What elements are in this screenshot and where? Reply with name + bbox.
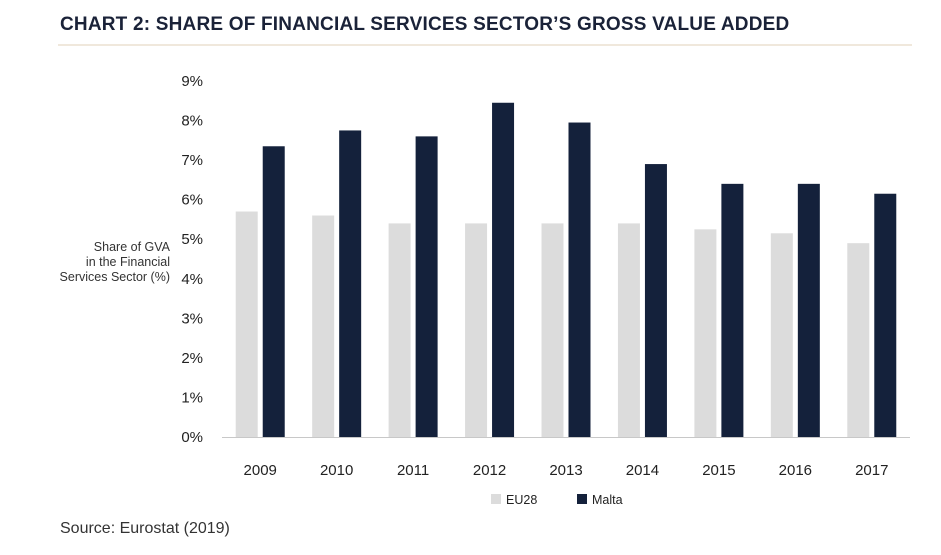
y-tick-label: 5% [181,231,203,248]
bar-eu28-2017 [847,243,870,437]
bar-eu28-2010 [312,215,335,437]
x-tick-label: 2010 [320,462,353,479]
bar-malta-2013 [568,122,591,438]
bar-eu28-2013 [541,223,564,437]
y-axis-label-line: in the Financial [85,255,170,269]
y-axis-label: Share of GVA in the Financial Services S… [50,240,170,285]
x-tick-label: 2014 [626,462,659,479]
bar-malta-2012 [492,102,515,437]
title-divider [58,44,912,46]
bar-eu28-2011 [388,223,411,437]
bar-malta-2017 [874,193,897,437]
bar-malta-2011 [415,136,438,437]
bar-malta-2014 [644,164,667,438]
y-tick-label: 4% [181,271,203,288]
x-tick-label: 2017 [855,462,888,479]
x-tick-label: 2013 [549,462,582,479]
y-tick-label: 7% [181,152,203,169]
x-tick-label: 2016 [779,462,812,479]
x-tick-label: 2012 [473,462,506,479]
bar-malta-2016 [797,183,820,437]
x-tick-label: 2009 [244,462,277,479]
legend-label-eu28: EU28 [506,493,537,507]
x-tick-label: 2011 [397,462,429,479]
y-tick-label: 0% [181,429,203,446]
y-tick-label: 8% [181,113,203,130]
y-tick-label: 2% [181,350,203,367]
bar-malta-2010 [339,130,362,437]
bar-malta-2015 [721,183,744,437]
bar-eu28-2016 [770,233,793,437]
y-tick-label: 6% [181,192,203,209]
bar-eu28-2014 [617,223,640,437]
source-note: Source: Eurostat (2019) [60,520,230,537]
legend-swatch-eu28 [491,494,501,504]
bar-eu28-2012 [465,223,488,437]
y-tick-label: 1% [181,389,203,406]
bar-malta-2009 [262,146,285,437]
bar-eu28-2009 [235,211,258,437]
legend-label-malta: Malta [592,493,623,507]
bar-eu28-2015 [694,229,717,437]
y-axis-label-line: Share of GVA [93,240,170,254]
y-tick-label: 3% [181,310,203,327]
legend-swatch-malta [577,494,587,504]
y-tick-label: 9% [181,73,203,90]
chart-title: CHART 2: SHARE OF FINANCIAL SERVICES SEC… [60,14,790,35]
x-tick-label: 2015 [702,462,735,479]
y-axis-label-line: Services Sector (%) [59,270,170,284]
